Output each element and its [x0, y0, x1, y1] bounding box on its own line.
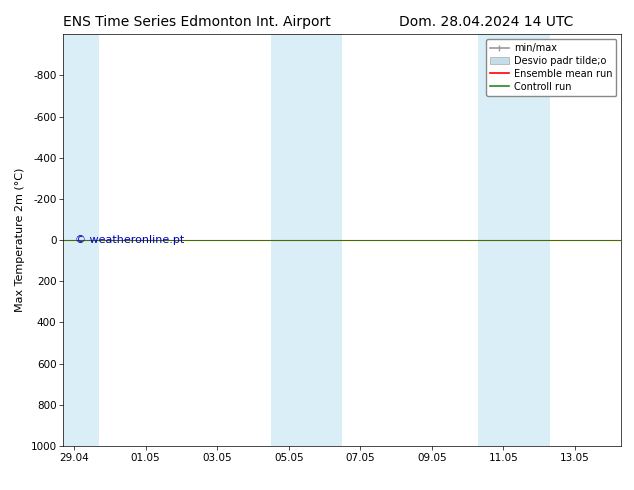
- Bar: [478, 34, 550, 446]
- Text: © weatheronline.pt: © weatheronline.pt: [75, 235, 184, 245]
- Bar: [271, 34, 342, 446]
- Bar: [63, 34, 99, 446]
- Text: ENS Time Series Edmonton Int. Airport: ENS Time Series Edmonton Int. Airport: [63, 15, 331, 29]
- Text: Dom. 28.04.2024 14 UTC: Dom. 28.04.2024 14 UTC: [399, 15, 574, 29]
- Y-axis label: Max Temperature 2m (°C): Max Temperature 2m (°C): [15, 168, 25, 312]
- Legend: min/max, Desvio padr tilde;o, Ensemble mean run, Controll run: min/max, Desvio padr tilde;o, Ensemble m…: [486, 39, 616, 96]
